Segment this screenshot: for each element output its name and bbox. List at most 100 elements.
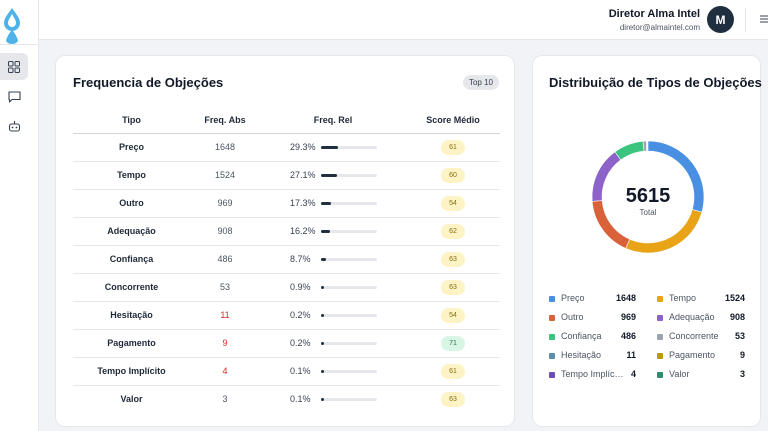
score-badge: 61: [441, 140, 465, 156]
cell-freq-rel: 16.2%: [273, 218, 383, 245]
legend-label: Confiança: [561, 331, 602, 341]
freq-rel-bar-fill: [321, 286, 324, 289]
menu-icon[interactable]: [760, 15, 768, 23]
freq-rel-bar-fill: [321, 398, 324, 401]
legend-label: Outro: [561, 312, 584, 322]
freq-rel-bar-fill: [321, 370, 324, 373]
freq-rel-bar-fill: [321, 174, 337, 177]
score-badge: 54: [441, 196, 465, 212]
legend-item: Pagamento 9: [657, 350, 745, 362]
cell-freq-rel: 27.1%: [273, 162, 383, 189]
freq-rel-value: 8.7%: [290, 254, 311, 264]
legend-item: Tempo Implíc… 4: [549, 369, 636, 381]
cell-freq-abs: 969: [217, 198, 233, 208]
freq-rel-value: 0.1%: [290, 366, 311, 376]
freq-rel-bar-fill: [321, 202, 332, 205]
cell-freq-abs: 1648: [214, 142, 236, 152]
column-header-score[interactable]: Score Médio: [426, 115, 480, 125]
freq-rel-bar: [321, 286, 377, 289]
legend-label: Hesitação: [561, 350, 602, 360]
logo-icon[interactable]: [2, 6, 22, 46]
score-badge: 61: [441, 364, 465, 380]
freq-rel-value: 17.3%: [290, 198, 316, 208]
table-body: Preço 1648 29.3% 61 Tempo 1524 27.1% 60 Outro 969…: [73, 134, 500, 414]
freq-rel-bar: [321, 342, 377, 345]
donut-slice-outro[interactable]: [591, 200, 631, 249]
legend-item: Adequação 908: [657, 312, 745, 324]
donut-slice-adequação[interactable]: [591, 151, 622, 202]
cell-freq-abs: 3: [222, 394, 228, 404]
legend-item: Hesitação 11: [549, 350, 636, 362]
legend-swatch: [657, 296, 663, 302]
table-row: Pagamento 9 0.2% 71: [73, 330, 500, 358]
legend-value: 11: [626, 350, 636, 360]
legend-swatch: [657, 353, 663, 359]
score-badge: 60: [441, 168, 465, 184]
cell-freq-rel: 17.3%: [273, 190, 383, 217]
cell-score: 54: [413, 302, 493, 329]
legend-value: 9: [739, 350, 745, 360]
cell-freq-rel: 0.1%: [273, 358, 383, 385]
freq-rel-value: 0.9%: [290, 282, 311, 292]
cell-score: 63: [413, 386, 493, 413]
legend-swatch: [657, 334, 663, 340]
table-header: Tipo Freq. Abs Freq. Rel Score Médio: [73, 107, 500, 134]
legend-swatch: [549, 353, 555, 359]
column-header-tipo[interactable]: Tipo: [122, 115, 141, 125]
table-row: Preço 1648 29.3% 61: [73, 134, 500, 162]
freq-rel-value: 0.2%: [290, 310, 311, 320]
cell-tipo: Concorrente: [104, 282, 159, 292]
table-row: Valor 3 0.1% 63: [73, 386, 500, 414]
donut-total-label: Total: [640, 208, 657, 217]
frequency-card-title: Frequencia de Objeções: [73, 75, 224, 90]
column-header-freq-rel[interactable]: Freq. Rel: [313, 115, 353, 125]
legend-label: Tempo Implíc…: [561, 369, 624, 379]
cell-score: 63: [413, 274, 493, 301]
cell-freq-rel: 0.9%: [273, 274, 383, 301]
donut-slice-tempo[interactable]: [625, 209, 703, 254]
frequency-table: Tipo Freq. Abs Freq. Rel Score Médio Pre…: [73, 107, 500, 414]
cell-tipo: Pagamento: [107, 338, 156, 348]
legend-value: 1648: [615, 293, 636, 303]
cell-tipo: Tempo Implícito: [97, 366, 166, 376]
legend-label: Preço: [561, 293, 585, 303]
donut-slice-preço[interactable]: [647, 140, 705, 213]
cell-tipo: Valor: [120, 394, 143, 404]
legend-item: Valor 3: [657, 369, 745, 381]
topbar-divider: [745, 8, 746, 32]
freq-rel-value: 27.1%: [290, 170, 316, 180]
freq-rel-bar: [321, 202, 377, 205]
column-header-freq-abs[interactable]: Freq. Abs: [204, 115, 246, 125]
robot-icon: [8, 120, 20, 132]
sidebar-item-dashboard[interactable]: [0, 53, 28, 80]
cell-score: 54: [413, 190, 493, 217]
user-name: Diretor Alma Intel: [608, 8, 700, 20]
freq-rel-bar: [321, 146, 377, 149]
freq-rel-bar-fill: [321, 230, 331, 233]
cell-freq-abs: 11: [220, 310, 230, 320]
freq-rel-bar-fill: [321, 146, 338, 149]
sidebar-item-bot[interactable]: [0, 112, 28, 139]
legend-item: Tempo 1524: [657, 293, 745, 305]
cell-tipo: Confiança: [109, 254, 154, 264]
legend-value: 3: [739, 369, 745, 379]
legend-label: Concorrente: [669, 331, 719, 341]
table-row: Adequação 908 16.2% 62: [73, 218, 500, 246]
avatar[interactable]: M: [707, 6, 734, 33]
legend-item: Concorrente 53: [657, 331, 745, 343]
donut-slice-confiança[interactable]: [614, 140, 645, 161]
sidebar-item-chat[interactable]: [0, 83, 28, 110]
score-badge: 62: [441, 224, 465, 240]
cell-score: 71: [413, 330, 493, 357]
legend-value: 53: [734, 331, 745, 341]
cell-freq-rel: 29.3%: [273, 134, 383, 161]
legend-item: Preço 1648: [549, 293, 636, 305]
freq-rel-bar-fill: [321, 314, 324, 317]
distribution-card-title: Distribuição de Tipos de Objeções: [549, 75, 762, 90]
score-badge: 71: [441, 336, 465, 352]
score-badge: 54: [441, 308, 465, 324]
freq-rel-value: 0.2%: [290, 338, 311, 348]
cell-freq-rel: 0.1%: [273, 386, 383, 413]
legend-swatch: [657, 315, 663, 321]
table-row: Concorrente 53 0.9% 63: [73, 274, 500, 302]
